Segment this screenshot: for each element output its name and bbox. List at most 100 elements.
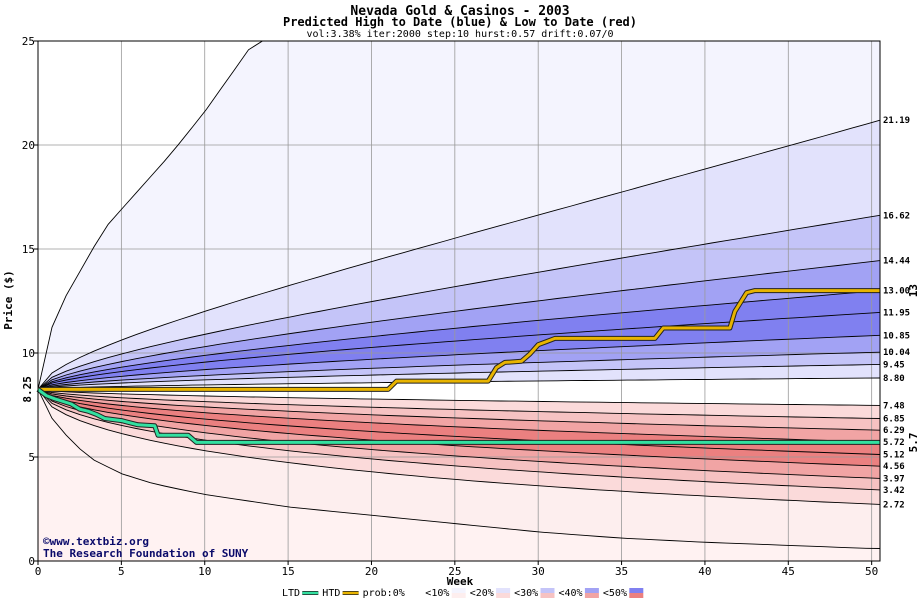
low-band: [38, 389, 880, 505]
low-quantile-line: [37, 388, 881, 419]
y-tick-label: 20: [22, 139, 35, 152]
high-band: [38, 215, 880, 390]
legend-item-label: <30%: [514, 588, 538, 599]
low-band: [38, 389, 880, 442]
high-quantile-label: 10.85: [883, 331, 910, 341]
legend-item-label: <50%: [603, 588, 627, 599]
low-quantile-label: 5.72: [883, 438, 905, 448]
x-tick-label: 10: [198, 565, 211, 578]
high-quantile-line: [37, 214, 881, 390]
x-tick-label: 5: [118, 565, 125, 578]
x-tick-label: 0: [35, 565, 42, 578]
plot-area: 0 5 10 15 20 25 30 35 40 45 50 0 5 10 15 20 25 8.25 21.19 1…: [21, 35, 920, 578]
legend-item: LTD: [282, 588, 319, 599]
low-quantile-label: 3.42: [883, 486, 905, 496]
y-tick-label: 10: [22, 347, 35, 360]
low-band: [38, 389, 880, 467]
high-quantile-label: 14.44: [883, 257, 911, 267]
high-band: [38, 335, 880, 390]
legend: LTD HTD prob:0% <10% <20% <30% <40% <50%: [282, 588, 644, 599]
legend-item-label: <20%: [470, 588, 494, 599]
legend-swatch-red: [407, 593, 422, 598]
high-band: [38, 260, 880, 390]
y-tick-label: 0: [28, 555, 35, 568]
x-tick-label: 15: [281, 565, 294, 578]
low-band: [38, 389, 880, 479]
legend-item: <40%: [559, 588, 599, 599]
low-quantile-line: [37, 389, 881, 505]
legend-item-label: <10%: [425, 588, 449, 599]
legend-swatch-red: [540, 593, 555, 598]
low-quantile-label: 3.97: [883, 474, 905, 484]
y-tick-label: 5: [28, 451, 35, 464]
high-quantile-line: [37, 119, 881, 390]
high-band: [38, 312, 880, 390]
chart-subtitle: Predicted High to Date (blue) & Low to D…: [283, 15, 637, 29]
high-quantile-label: 16.62: [883, 211, 910, 221]
low-quantile-label: 7.48: [883, 401, 905, 411]
high-quantile-line: [37, 363, 881, 390]
x-tick-label: 30: [532, 565, 545, 578]
high-band: [38, 41, 880, 390]
x-tick-label: 40: [698, 565, 711, 578]
low-quantile-line: [37, 388, 881, 431]
legend-item-label: HTD: [322, 588, 340, 599]
high-quantile-line: [37, 260, 881, 390]
outer-low-line: [37, 389, 881, 549]
low-quantile-label: 2.72: [883, 500, 905, 510]
low-quantile-line: [37, 388, 881, 406]
legend-item: <30%: [514, 588, 555, 599]
low-band: [38, 389, 880, 549]
low-quantile-label: 5.12: [883, 451, 905, 461]
low-quantile-line: [37, 389, 881, 467]
legend-swatch-red: [584, 593, 599, 598]
x-tick-label: 50: [865, 565, 878, 578]
legend-swatch-red: [496, 593, 511, 598]
low-band: [38, 389, 880, 419]
x-tick-label: 35: [615, 565, 628, 578]
high-quantile-label: 13.00: [883, 287, 910, 297]
high-quantile-label: 11.95: [883, 308, 910, 318]
high-band: [38, 352, 880, 390]
legend-item: prob:0%: [363, 588, 422, 599]
high-quantile-label: 21.19: [883, 116, 910, 126]
high-quantile-line: [37, 351, 881, 390]
x-axis-label: Week: [447, 575, 474, 588]
legend-item: <10%: [425, 588, 466, 599]
legend-swatch-blue: [629, 588, 644, 593]
x-tick-label: 45: [782, 565, 795, 578]
legend-swatch-blue: [451, 588, 466, 593]
high-band: [38, 290, 880, 390]
high-band: [38, 41, 880, 390]
low-band: [38, 389, 880, 490]
low-band: [38, 389, 880, 455]
legend-swatch-blue: [496, 588, 511, 593]
high-band: [38, 120, 880, 390]
start-price-label: 8.25: [21, 376, 34, 403]
legend-swatch-red: [629, 593, 644, 598]
legend-item: <50%: [603, 588, 644, 599]
credit-line-2: The Research Foundation of SUNY: [43, 547, 249, 560]
low-quantile-line: [37, 388, 881, 443]
right-marker-label: 5.7: [907, 432, 920, 452]
high-quantile-label: 8.80: [883, 374, 905, 384]
low-quantile-label: 4.56: [883, 462, 905, 472]
low-quantile-label: 6.85: [883, 415, 905, 425]
legend-item: <20%: [470, 588, 511, 599]
legend-item: HTD: [322, 588, 359, 599]
legend-item-label: prob:0%: [363, 588, 405, 599]
credit-line-1: ©www.textbiz.org: [43, 535, 149, 548]
y-tick-label: 25: [22, 35, 35, 48]
high-quantile-line: [37, 334, 881, 390]
x-tick-label: 25: [448, 565, 461, 578]
y-tick-label: 15: [22, 243, 35, 256]
simulation-params: vol:3.38% iter:2000 step:10 hurst:0.57 d…: [306, 29, 613, 40]
legend-swatch-blue: [584, 588, 599, 593]
legend-swatch-red: [451, 593, 466, 598]
ltd-series-line: [37, 388, 880, 444]
high-band: [38, 364, 880, 390]
legend-swatch-blue: [540, 588, 555, 593]
plot-border: [37, 40, 881, 562]
